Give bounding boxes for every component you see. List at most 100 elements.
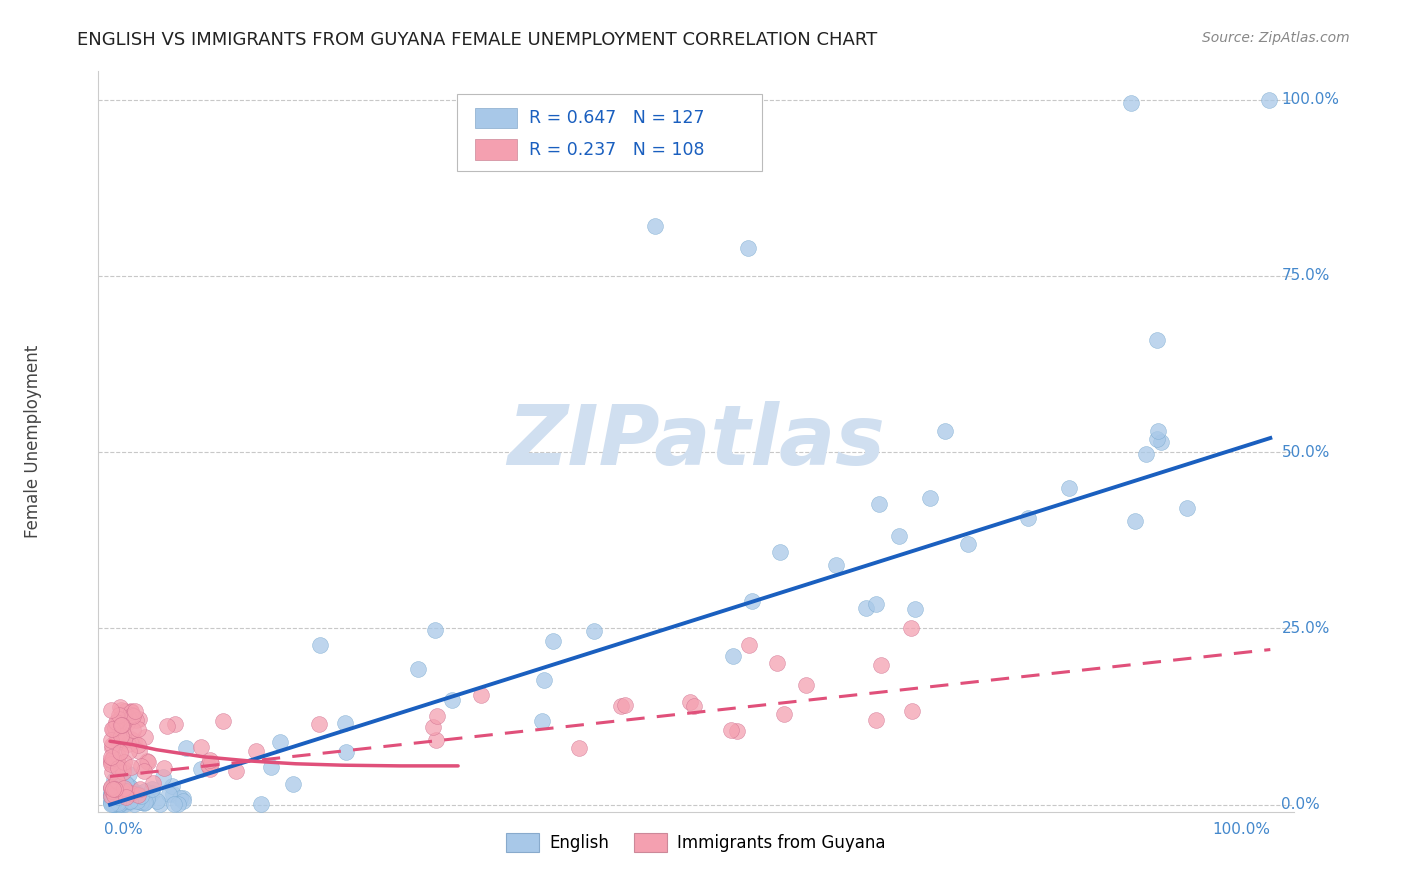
Point (107, 761, 129, 775)
Point (127, 722, 149, 736)
Point (108, 712, 131, 726)
Point (105, 791, 128, 805)
Point (110, 729, 132, 743)
Point (110, 702, 132, 716)
Point (533, 673, 555, 687)
Point (104, 716, 127, 731)
Point (103, 792, 125, 806)
Point (900, 621, 922, 635)
Point (269, 735, 291, 749)
Point (117, 737, 139, 751)
Point (110, 797, 132, 811)
Point (108, 699, 131, 714)
Point (131, 795, 153, 809)
Point (129, 791, 152, 805)
Point (129, 789, 152, 804)
Point (110, 718, 132, 732)
Text: 75.0%: 75.0% (1281, 268, 1330, 284)
Point (114, 795, 136, 809)
Point (111, 731, 134, 746)
Point (105, 789, 128, 804)
Point (108, 707, 131, 722)
Point (107, 790, 129, 805)
Point (957, 537, 980, 551)
Point (118, 779, 141, 793)
Point (100, 785, 122, 799)
Point (100, 732, 122, 747)
Point (132, 797, 155, 811)
Point (100, 756, 122, 770)
Point (200, 756, 222, 770)
Point (568, 741, 591, 756)
Point (124, 787, 146, 801)
Point (200, 762, 222, 776)
Point (918, 491, 941, 505)
Point (901, 704, 924, 718)
Point (103, 792, 125, 806)
Point (115, 789, 138, 804)
Point (111, 791, 134, 805)
Point (131, 759, 153, 773)
Point (152, 770, 174, 784)
Point (108, 796, 131, 810)
Legend: English, Immigrants from Guyana: English, Immigrants from Guyana (499, 826, 893, 859)
Point (125, 785, 148, 799)
Point (121, 793, 143, 807)
Point (101, 793, 124, 807)
Point (134, 731, 156, 745)
Point (135, 791, 157, 805)
Point (176, 741, 198, 756)
Text: 50.0%: 50.0% (1281, 444, 1330, 459)
Point (335, 745, 357, 759)
Point (115, 777, 138, 791)
Point (904, 602, 927, 616)
Point (470, 689, 492, 703)
Point (1017, 511, 1039, 525)
Point (260, 760, 283, 774)
Point (114, 784, 136, 798)
Point (855, 601, 877, 615)
Point (335, 715, 357, 730)
Point (146, 794, 169, 808)
Point (134, 783, 156, 797)
Point (103, 782, 125, 797)
Point (172, 794, 194, 808)
Point (100, 789, 122, 804)
Point (128, 712, 150, 726)
Point (169, 791, 191, 805)
Point (108, 791, 131, 805)
Point (104, 789, 127, 803)
Text: ENGLISH VS IMMIGRANTS FROM GUYANA FEMALE UNEMPLOYMENT CORRELATION CHART: ENGLISH VS IMMIGRANTS FROM GUYANA FEMALE… (77, 31, 877, 49)
Point (120, 787, 142, 801)
Point (765, 656, 787, 670)
Point (160, 779, 183, 793)
Point (426, 709, 449, 723)
Point (245, 744, 267, 758)
Point (118, 783, 141, 797)
Text: Source: ZipAtlas.com: Source: ZipAtlas.com (1202, 31, 1350, 45)
Point (1057, 481, 1080, 495)
Point (101, 722, 124, 736)
Point (100, 792, 122, 806)
Point (127, 794, 149, 808)
Text: R = 0.237   N = 108: R = 0.237 N = 108 (529, 141, 704, 159)
Point (112, 707, 135, 722)
Point (141, 782, 163, 797)
Point (101, 794, 124, 808)
Point (118, 767, 141, 781)
Text: 100.0%: 100.0% (1212, 822, 1270, 838)
Point (149, 797, 172, 811)
Point (118, 795, 141, 809)
Point (103, 797, 125, 811)
Point (422, 720, 444, 734)
Point (128, 744, 150, 758)
Point (1175, 501, 1198, 516)
Point (120, 706, 142, 720)
FancyBboxPatch shape (475, 139, 517, 161)
Point (117, 710, 139, 724)
Point (100, 780, 122, 795)
Point (870, 658, 893, 673)
Point (530, 714, 553, 728)
Point (107, 756, 129, 771)
Point (111, 784, 134, 798)
